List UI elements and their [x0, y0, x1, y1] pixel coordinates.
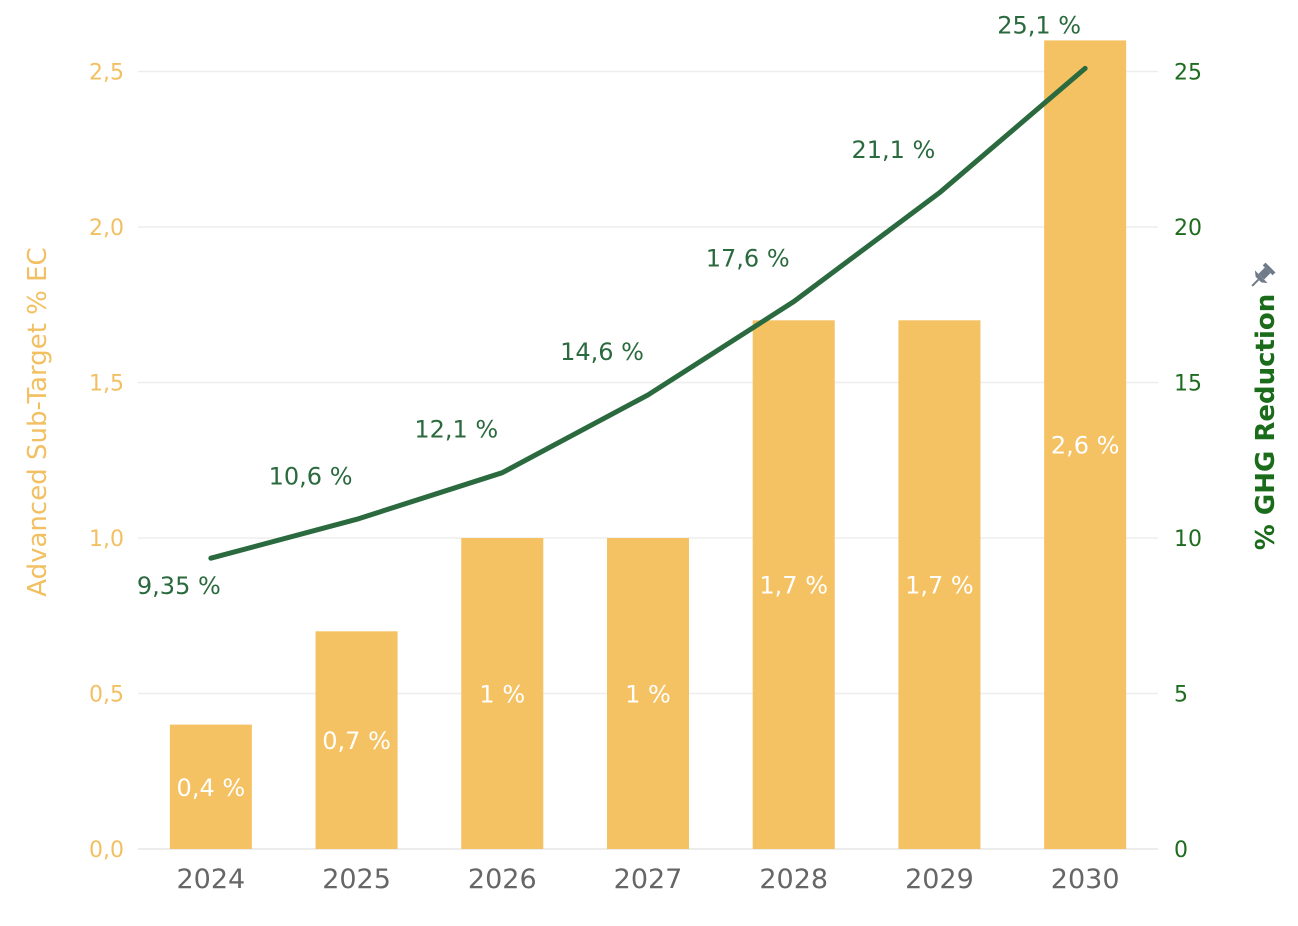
x-tick-label: 2029: [905, 864, 974, 895]
x-tick-label: 2028: [759, 864, 828, 895]
bar: [169, 724, 252, 849]
left-tick-label: 2,5: [89, 61, 124, 86]
right-axis-title: % GHG Reduction: [1251, 294, 1281, 551]
left-tick-label: 0,0: [89, 838, 124, 863]
line-data-label: 21,1 %: [851, 136, 935, 164]
ghg-line: [208, 65, 1088, 561]
right-tick-label: 5: [1174, 683, 1188, 708]
bar-data-label: 0,4 %: [177, 774, 246, 802]
line-data-label: 12,1 %: [414, 416, 498, 444]
line-data-label: 10,6 %: [269, 462, 353, 490]
line-data-label: 17,6 %: [706, 245, 790, 273]
bar-labels: 0,4 % 0,7 % 1 % 1 % 1,7 % 1,7 % 2,6 %: [177, 432, 1120, 802]
left-axis-title: Advanced Sub-Target % EC: [23, 247, 53, 596]
line-data-label: 14,6 %: [560, 338, 644, 366]
right-tick-label: 0: [1174, 838, 1188, 863]
bar: [461, 538, 544, 849]
left-tick-label: 2,0: [89, 216, 124, 241]
bar-data-label: 1,7 %: [905, 572, 974, 600]
pin-icon[interactable]: [1246, 261, 1277, 292]
bar-data-label: 0,7 %: [322, 727, 391, 755]
bar: [607, 538, 689, 849]
bar: [1044, 40, 1127, 849]
line-data-label: 25,1 %: [997, 11, 1081, 39]
x-tick-label: 2026: [468, 864, 537, 895]
bar-data-label: 1 %: [479, 681, 525, 709]
left-tick-label: 0,5: [89, 683, 124, 708]
right-tick-label: 25: [1174, 61, 1202, 86]
left-axis-ticks: 0,0 0,5 1,0 1,5 2,0 2,5: [89, 61, 124, 864]
x-tick-label: 2030: [1051, 864, 1120, 895]
left-tick-label: 1,0: [89, 527, 124, 552]
left-tick-label: 1,5: [89, 372, 124, 397]
bar: [315, 631, 398, 849]
line-data-label: 9,35 %: [137, 572, 221, 600]
bar-data-label: 2,6 %: [1051, 432, 1120, 460]
x-tick-label: 2027: [614, 864, 683, 895]
x-tick-label: 2024: [176, 864, 245, 895]
line-labels: 9,35 % 10,6 % 12,1 % 14,6 % 17,6 % 21,1 % 25,1…: [137, 11, 1081, 600]
x-axis-ticks: 2024 2025 2026 2027 2028 2029 2030: [176, 864, 1119, 895]
bar-data-label: 1 %: [625, 681, 671, 709]
bar-data-label: 1,7 %: [759, 572, 828, 600]
right-axis-ticks: 0 5 10 15 20 25: [1174, 61, 1202, 864]
line-series: [208, 65, 1088, 561]
bar-series: [169, 40, 1127, 849]
right-tick-label: 15: [1174, 372, 1202, 397]
bar: [752, 320, 835, 849]
x-tick-label: 2025: [322, 864, 391, 895]
right-tick-label: 20: [1174, 216, 1202, 241]
right-tick-label: 10: [1174, 527, 1202, 552]
bar: [898, 320, 981, 849]
